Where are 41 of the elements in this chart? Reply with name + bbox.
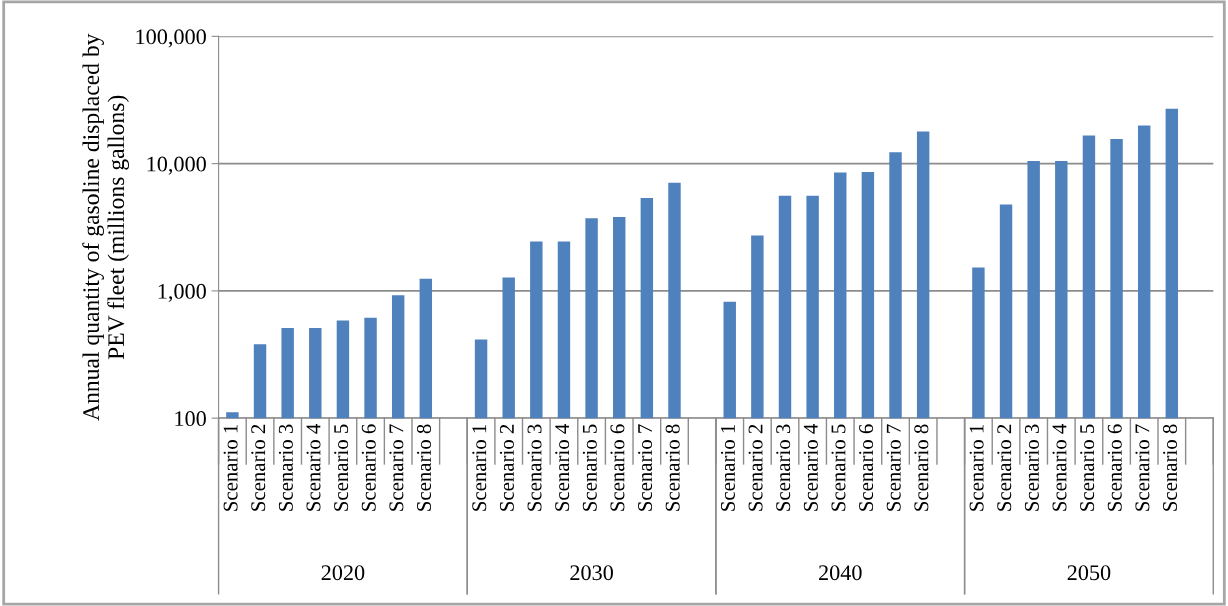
- text: 2020: [321, 565, 365, 581]
- x-tick-label: Scenario 3: [1024, 424, 1039, 511]
- y-tick-label: 10,000: [147, 156, 206, 175]
- x-tick-label: Scenario 4: [803, 424, 818, 511]
- x-tick-label: Scenario 7: [389, 424, 404, 511]
- x-tick-label: Scenario 3: [776, 424, 791, 511]
- x-tick-label: Scenario 6: [859, 424, 874, 511]
- x-tick-label: Scenario 4: [306, 424, 321, 511]
- x-tick-label: Scenario 5: [831, 424, 846, 511]
- x-tick-label: Scenario 2: [251, 424, 266, 511]
- x-tick-label: Scenario 1: [223, 424, 238, 511]
- x-tick-label: Scenario 8: [416, 424, 432, 511]
- y-tick-label: 100,000: [136, 29, 206, 48]
- text: 2030: [570, 565, 613, 581]
- x-tick-label: Scenario 3: [278, 424, 293, 511]
- x-tick-label: Scenario 5: [582, 424, 597, 511]
- x-tick-label: Scenario 7: [1135, 424, 1150, 511]
- x-tick-label: Scenario 6: [1107, 424, 1122, 511]
- x-tick-label: Scenario 1: [472, 424, 487, 511]
- x-tick-label: Scenario 6: [361, 424, 376, 511]
- x-tick-label: Scenario 2: [748, 424, 763, 511]
- text: 2040: [819, 565, 862, 581]
- x-tick-label: Scenario 1: [969, 424, 984, 511]
- x-tick-label: Scenario 4: [555, 424, 570, 511]
- y-tick-label: 1,000: [158, 283, 206, 303]
- y-axis-title: Annual quantity of gasoline displaced by PEV fleet (millions gallons): [82, 33, 129, 421]
- x-tick-label: Scenario 3: [527, 424, 542, 511]
- x-tick-label: Scenario 1: [720, 424, 735, 511]
- x-tick-label: Scenario 6: [610, 424, 625, 511]
- y-tick-label: 100: [175, 411, 206, 427]
- x-tick-label: Scenario 2: [997, 424, 1012, 511]
- x-tick-label: Scenario 2: [499, 424, 514, 511]
- x-tick-label: Scenario 8: [665, 424, 680, 511]
- text: 2050: [1067, 565, 1111, 581]
- x-tick-label: Scenario 4: [1052, 424, 1067, 511]
- x-tick-label: Scenario 7: [886, 424, 901, 511]
- x-tick-label: Scenario 5: [334, 424, 349, 511]
- x-tick-label: Scenario 7: [638, 424, 653, 511]
- x-tick-label: Scenario 8: [914, 424, 929, 511]
- x-tick-label: Scenario 5: [1080, 424, 1095, 511]
- x-tick-label: Scenario 8: [1162, 424, 1178, 511]
